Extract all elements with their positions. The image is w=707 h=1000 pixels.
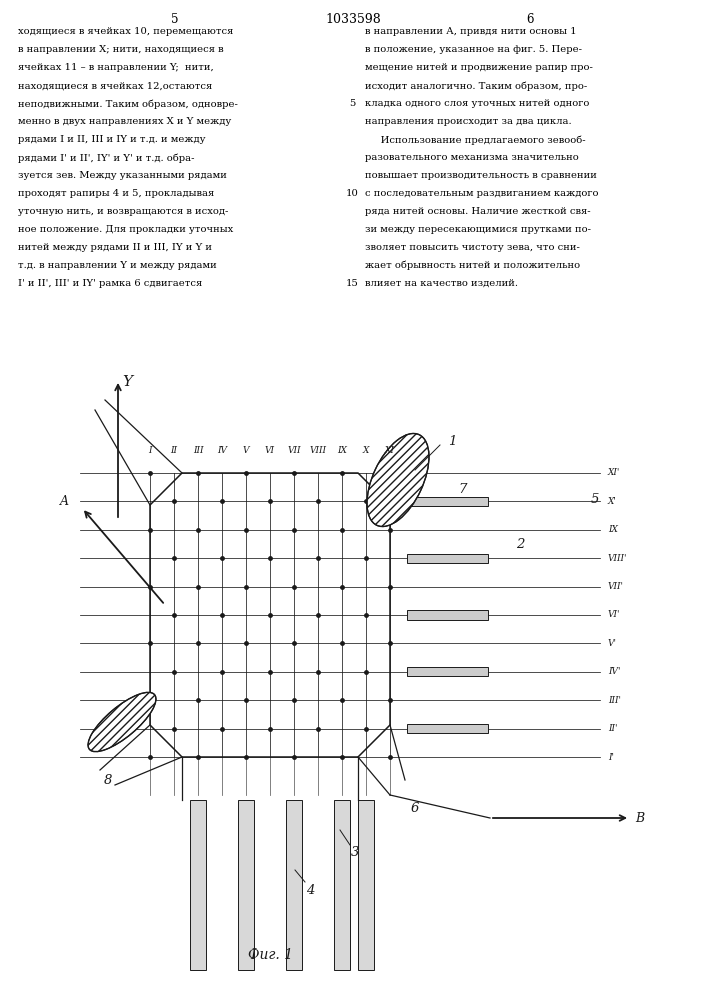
Text: IX: IX	[337, 446, 347, 455]
Text: рядами I и II, III и IY и т.д. и между: рядами I и II, III и IY и т.д. и между	[18, 135, 206, 144]
Text: 6: 6	[411, 801, 419, 814]
Text: 5: 5	[349, 99, 355, 108]
Text: I': I'	[608, 752, 614, 762]
Bar	[407, 667, 488, 676]
Text: 6: 6	[526, 13, 534, 26]
Bar	[358, 800, 374, 970]
Bar	[407, 497, 488, 506]
Text: кладка одного слоя уточных нитей одного: кладка одного слоя уточных нитей одного	[365, 99, 590, 108]
Text: Y: Y	[122, 375, 132, 389]
Bar	[334, 800, 350, 970]
Text: IV: IV	[217, 446, 227, 455]
Bar	[407, 554, 488, 563]
Text: 1033598: 1033598	[325, 13, 381, 26]
Text: мещение нитей и продвижение рапир про-: мещение нитей и продвижение рапир про-	[365, 63, 593, 72]
Text: VIII: VIII	[310, 446, 327, 455]
Bar	[190, 800, 206, 970]
Text: VII': VII'	[608, 582, 624, 591]
Text: III': III'	[608, 696, 621, 705]
Text: влияет на качество изделий.: влияет на качество изделий.	[365, 279, 518, 288]
Text: 15: 15	[346, 279, 358, 288]
Ellipse shape	[88, 692, 156, 752]
Text: неподвижными. Таким образом, одновре-: неподвижными. Таким образом, одновре-	[18, 99, 238, 109]
Text: II': II'	[608, 724, 617, 733]
Text: 8: 8	[104, 774, 112, 786]
Text: уточную нить, и возвращаются в исход-: уточную нить, и возвращаются в исход-	[18, 207, 228, 216]
Bar	[407, 724, 488, 733]
Text: в положение, указанное на фиг. 5. Пере-: в положение, указанное на фиг. 5. Пере-	[365, 45, 582, 54]
Text: находящиеся в ячейках 12,остаются: находящиеся в ячейках 12,остаются	[18, 81, 212, 90]
Text: Использование предлагаемого зевооб-: Использование предлагаемого зевооб-	[365, 135, 585, 145]
Text: 5: 5	[171, 13, 179, 26]
Bar	[407, 610, 488, 620]
Text: исходит аналогично. Таким образом, про-: исходит аналогично. Таким образом, про-	[365, 81, 588, 91]
Ellipse shape	[367, 433, 429, 527]
Text: 4: 4	[306, 884, 314, 896]
Text: с последовательным раздвиганием каждого: с последовательным раздвиганием каждого	[365, 189, 599, 198]
Text: Фиг. 1: Фиг. 1	[247, 948, 293, 962]
Text: т.д. в направлении Y и между рядами: т.д. в направлении Y и между рядами	[18, 261, 217, 270]
Text: жает обрывность нитей и положительно: жает обрывность нитей и положительно	[365, 261, 580, 270]
Text: направления происходит за два цикла.: направления происходит за два цикла.	[365, 117, 572, 126]
Text: V': V'	[608, 639, 617, 648]
Text: 1: 1	[448, 435, 456, 448]
Text: ное положение. Для прокладки уточных: ное положение. Для прокладки уточных	[18, 225, 233, 234]
Text: зуется зев. Между указанными рядами: зуется зев. Между указанными рядами	[18, 171, 230, 180]
Text: X': X'	[608, 497, 617, 506]
Text: I' и II', III' и IY' рамка 6 сдвигается: I' и II', III' и IY' рамка 6 сдвигается	[18, 279, 202, 288]
Text: X: X	[363, 446, 369, 455]
Bar	[238, 800, 254, 970]
Bar	[286, 800, 302, 970]
Text: IV': IV'	[608, 667, 621, 676]
Text: зволяет повысить чистоту зева, что сни-: зволяет повысить чистоту зева, что сни-	[365, 243, 580, 252]
Text: зи между пересекающимися прутками по-: зи между пересекающимися прутками по-	[365, 225, 591, 234]
Text: рядами I' и II', IY' и Y' и т.д. обра-: рядами I' и II', IY' и Y' и т.д. обра-	[18, 153, 194, 163]
Text: 10: 10	[346, 189, 358, 198]
Text: менно в двух направлениях X и Y между: менно в двух направлениях X и Y между	[18, 117, 231, 126]
Text: XI': XI'	[608, 468, 620, 477]
Text: разовательного механизма значительно: разовательного механизма значительно	[365, 153, 579, 162]
Text: в направлении А, привдя нити основы 1: в направлении А, привдя нити основы 1	[365, 27, 577, 36]
Text: III: III	[193, 446, 203, 455]
Text: нитей между рядами II и III, IY и Y и: нитей между рядами II и III, IY и Y и	[18, 243, 212, 252]
Text: V: V	[243, 446, 250, 455]
Text: I: I	[148, 446, 152, 455]
Text: VI': VI'	[608, 610, 621, 619]
Text: IX: IX	[608, 525, 618, 534]
Text: VI: VI	[265, 446, 275, 455]
Text: повышает производительность в сравнении: повышает производительность в сравнении	[365, 171, 597, 180]
Text: ходящиеся в ячейках 10, перемещаются: ходящиеся в ячейках 10, перемещаются	[18, 27, 233, 36]
Text: A: A	[60, 495, 69, 508]
Text: VII: VII	[287, 446, 300, 455]
Text: 3: 3	[351, 845, 359, 858]
Text: 5: 5	[591, 493, 600, 506]
Text: 2: 2	[516, 538, 524, 551]
Text: B: B	[635, 812, 644, 824]
Text: ряда нитей основы. Наличие жесткой свя-: ряда нитей основы. Наличие жесткой свя-	[365, 207, 590, 216]
Text: VIII': VIII'	[608, 554, 628, 563]
Text: 7: 7	[459, 483, 467, 496]
Text: XI: XI	[385, 446, 395, 455]
Text: ячейках 11 – в направлении Y;  нити,: ячейках 11 – в направлении Y; нити,	[18, 63, 214, 72]
Text: в направлении X; нити, находящиеся в: в направлении X; нити, находящиеся в	[18, 45, 223, 54]
Text: II: II	[170, 446, 177, 455]
Text: проходят рапиры 4 и 5, прокладывая: проходят рапиры 4 и 5, прокладывая	[18, 189, 214, 198]
